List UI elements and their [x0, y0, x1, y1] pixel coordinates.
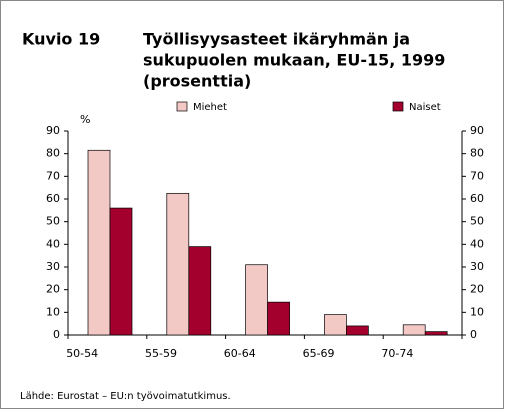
- bar: [87, 149, 111, 336]
- y-tick-label: 20: [46, 283, 60, 296]
- bar: [109, 207, 133, 336]
- x-tick-label: 50-54: [66, 347, 98, 360]
- bar: [188, 246, 212, 336]
- figure-label: Kuvio 19: [22, 30, 100, 49]
- legend-swatch: [176, 101, 188, 112]
- y2-tick-label: 80: [470, 147, 484, 160]
- y2-tick-label: 10: [470, 305, 484, 318]
- y-tick-label: 70: [46, 169, 60, 182]
- y2-tick-label: 60: [470, 192, 484, 205]
- y2-tick-label: 30: [470, 260, 484, 273]
- bar: [267, 301, 290, 336]
- y-tick-label: 0: [53, 328, 60, 341]
- x-tick-label: 65-69: [303, 347, 335, 360]
- x-tick-label: 60-64: [224, 347, 256, 360]
- bar: [346, 325, 369, 336]
- y2-tick-label: 50: [470, 215, 484, 228]
- bar: [245, 264, 268, 336]
- y-tick-label: 90: [46, 124, 60, 137]
- legend-label: Naiset: [409, 102, 441, 113]
- y-tick-label: 40: [46, 237, 60, 250]
- y2-tick-label: 90: [470, 124, 484, 137]
- legend-label: Miehet: [193, 102, 227, 113]
- bar: [424, 331, 448, 336]
- y2-tick-label: 0: [470, 328, 477, 341]
- y-tick-label: 80: [46, 147, 60, 160]
- x-tick-label: 55-59: [145, 347, 177, 360]
- y-tick-label: 60: [46, 192, 60, 205]
- chart-title: sukupuolen mukaan, EU-15, 1999: [143, 51, 445, 70]
- y2-tick-label: 20: [470, 283, 484, 296]
- legend-swatch: [392, 101, 404, 112]
- bar: [402, 324, 426, 336]
- y-tick-label: 10: [46, 305, 60, 318]
- chart-title: Työllisyysasteet ikäryhmän ja: [143, 30, 410, 49]
- x-tick-label: 70-74: [381, 347, 413, 360]
- source: Lähde: Eurostat – EU:n työvoimatutkimus.: [20, 391, 231, 402]
- y-tick-label: 30: [46, 260, 60, 273]
- y-axis-label: %: [80, 113, 90, 126]
- bar: [324, 314, 347, 336]
- y2-tick-label: 40: [470, 237, 484, 250]
- y2-tick-label: 70: [470, 169, 484, 182]
- y-tick-label: 50: [46, 215, 60, 228]
- chart-title: (prosenttia): [143, 72, 251, 91]
- bar: [166, 192, 190, 336]
